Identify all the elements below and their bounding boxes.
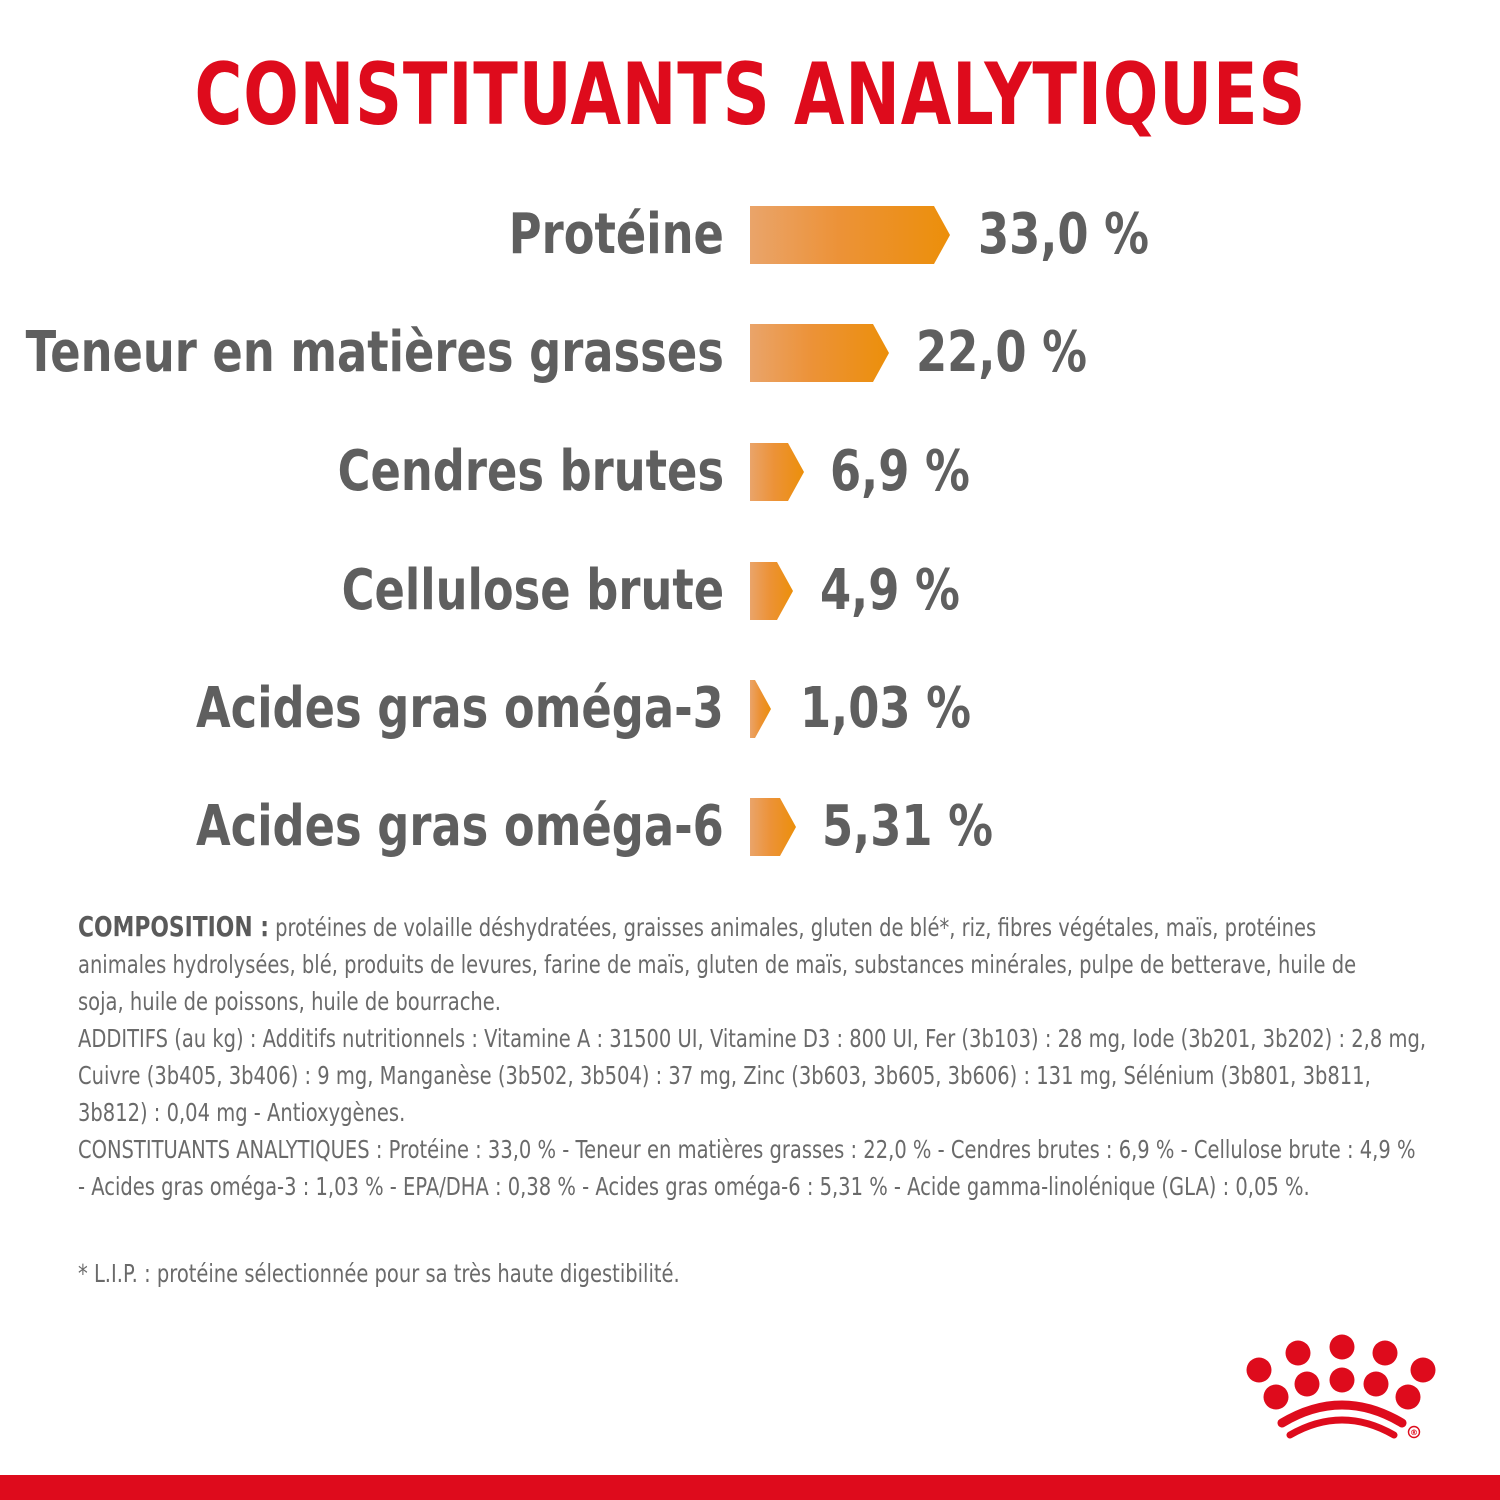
chart-row-fibre: Cellulose brute 4,9 % (0, 556, 1500, 626)
registered-mark: ® (1410, 1428, 1418, 1437)
row-label: Protéine (508, 202, 724, 267)
row-value: 1,03 % (800, 676, 972, 741)
bar-arrow (750, 206, 950, 264)
constituants-paragraph: CONSTITUANTS ANALYTIQUES : Protéine : 33… (78, 1131, 1416, 1205)
brand-logo: ® (1230, 1325, 1440, 1445)
additifs-line: Cuivre (3b405, 3b406) : 9 mg, Manganèse … (78, 1061, 1371, 1090)
composition-line: animales hydrolysées, blé, produits de l… (78, 950, 1357, 979)
row-value: 6,9 % (830, 439, 970, 504)
title-container: CONSTITUANTS ANALYTIQUES (0, 40, 1500, 160)
additifs-line: ADDITIFS (au kg) : Additifs nutritionnel… (78, 1024, 1427, 1053)
additifs-line: 3b812) : 0,04 mg - Antioxygènes. (78, 1098, 406, 1127)
bar-arrow (750, 443, 804, 501)
page-title: CONSTITUANTS ANALYTIQUES (194, 45, 1306, 145)
additifs-paragraph: ADDITIFS (au kg) : Additifs nutritionnel… (78, 1020, 1427, 1131)
constituants-line: CONSTITUANTS ANALYTIQUES : Protéine : 33… (78, 1135, 1416, 1164)
row-value: 4,9 % (820, 558, 960, 623)
chart-row-omega3: Acides gras oméga-3 1,03 % (0, 674, 1500, 744)
bottom-brand-strip (0, 1475, 1500, 1500)
chart-row-protein: Protéine 33,0 % (0, 200, 1500, 270)
row-label: Teneur en matières grasses (25, 320, 724, 385)
chart-row-omega6: Acides gras oméga-6 5,31 % (0, 792, 1500, 862)
footnote: * L.I.P. : protéine sélectionnée pour sa… (78, 1259, 680, 1288)
row-label: Acides gras oméga-6 (196, 794, 724, 859)
composition-line: COMPOSITION : protéines de volaille désh… (78, 910, 1317, 943)
composition-heading: COMPOSITION : (78, 910, 269, 943)
row-value: 5,31 % (822, 794, 994, 859)
chart-row-fat: Teneur en matières grasses 22,0 % (0, 318, 1500, 388)
constituants-line: - Acides gras oméga-3 : 1,03 % - EPA/DHA… (78, 1172, 1310, 1201)
bar-arrow (750, 680, 771, 738)
row-label: Acides gras oméga-3 (196, 676, 724, 741)
composition-line: soja, huile de poissons, huile de bourra… (78, 987, 501, 1016)
row-label: Cellulose brute (341, 558, 724, 623)
row-label: Cendres brutes (337, 439, 724, 504)
crown-icon: ® (1246, 1334, 1436, 1439)
bar-arrow (750, 324, 889, 382)
bar-arrow (750, 562, 793, 620)
composition-block: COMPOSITION : protéines de volaille désh… (78, 908, 1427, 1205)
chart-row-ash: Cendres brutes 6,9 % (0, 437, 1500, 507)
bar-arrow (750, 798, 796, 856)
composition-paragraph: COMPOSITION : protéines de volaille désh… (78, 908, 1357, 1020)
row-value: 22,0 % (916, 320, 1088, 385)
row-value: 33,0 % (978, 202, 1150, 267)
